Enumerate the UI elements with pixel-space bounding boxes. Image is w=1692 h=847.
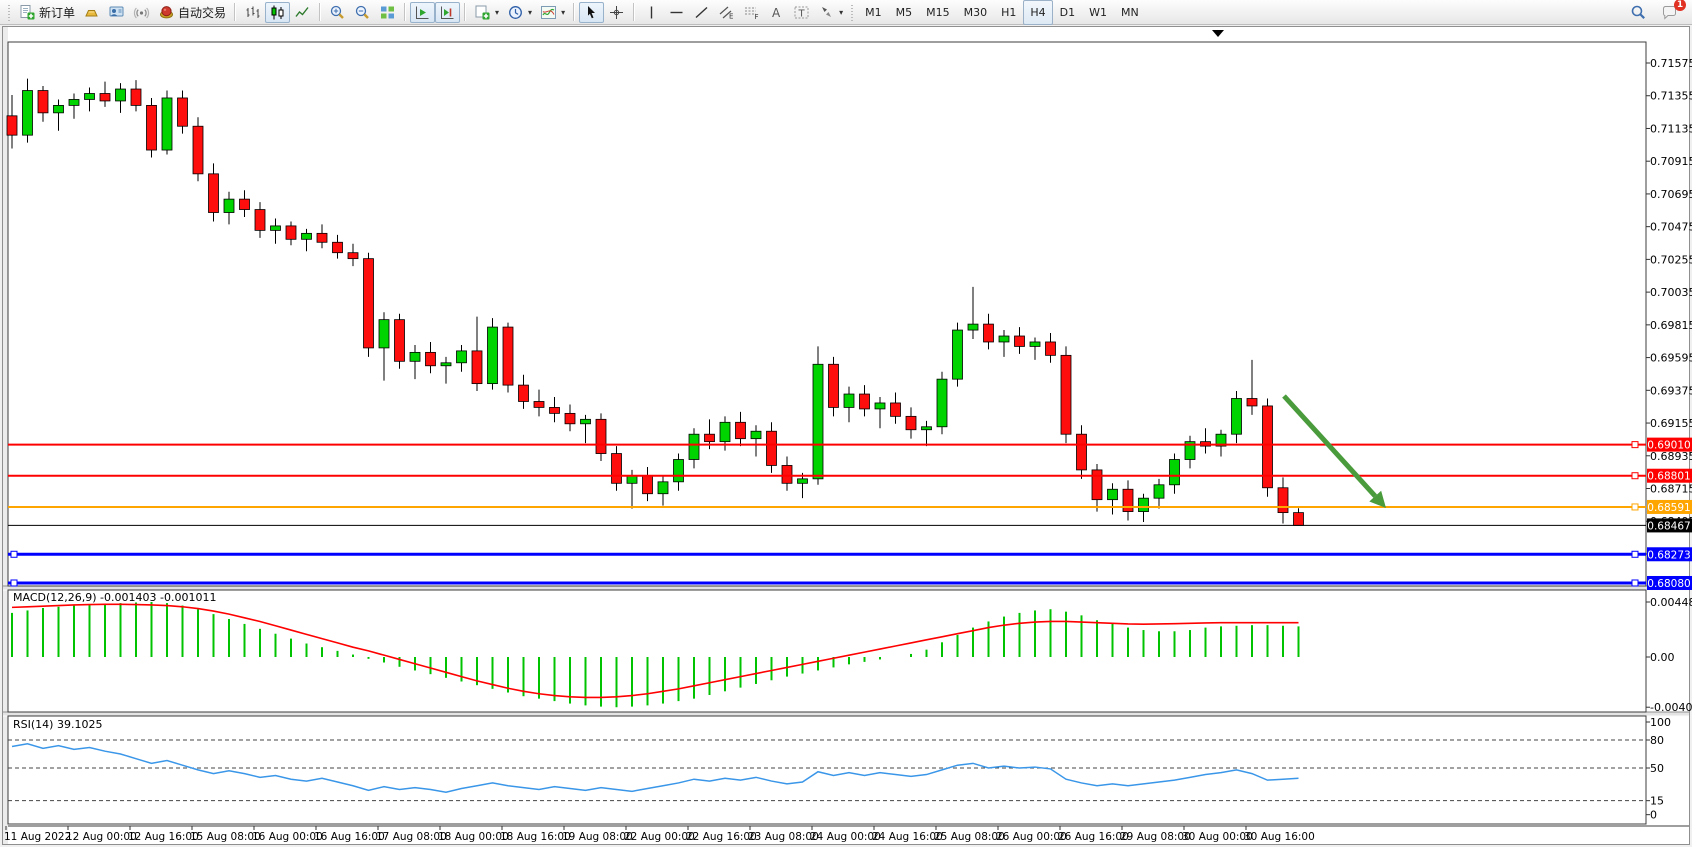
arrows-icon [822,6,832,17]
terminal-button[interactable] [104,2,129,23]
auto-trading-label: 自动交易 [178,5,227,20]
svg-text:A: A [772,6,781,20]
vertical-line-button[interactable] [639,2,664,23]
chart-shift-button[interactable] [435,1,461,23]
svg-text:F: F [755,13,759,21]
separator [404,3,407,21]
line-chart-button[interactable] [290,2,315,23]
separator [633,3,636,21]
trendline-button[interactable] [689,2,714,23]
channel-icon: E [719,6,734,20]
chat-icon [1663,5,1676,20]
dropdown-caret: ▾ [561,7,566,17]
periods-button[interactable]: ▾ [503,2,536,23]
add-window-icon [475,5,490,19]
ingot-icon [85,9,98,16]
auto-trading-button[interactable]: 自动交易 [154,2,230,23]
ingot-button[interactable] [79,2,104,23]
search-button[interactable] [1626,2,1651,23]
dropdown-caret: ▾ [839,7,844,17]
vertical-line-icon [650,6,653,18]
cursor-button[interactable] [579,1,605,23]
tile-windows-icon [381,6,395,18]
horizontal-line-button[interactable] [664,2,689,23]
chart-symbol-period: AUDUSD-,H4 [23,28,94,41]
tile-windows-button[interactable] [375,2,400,23]
terminal-icon [109,6,124,16]
svg-text:E: E [729,12,733,20]
channel-button[interactable]: E [714,2,739,23]
svg-text:T: T [798,8,806,19]
periods-icon [509,5,522,19]
candlestick-chart-icon [271,5,284,19]
indicators-icon [541,5,557,19]
line-chart-icon [295,6,309,17]
new-order-icon [20,4,35,19]
tf-w1-button[interactable]: W1 [1089,5,1107,19]
chart-shift-icon [441,6,454,19]
add-window-button[interactable]: ▾ [470,2,503,23]
one-click-collapse-icon[interactable]: ▼ [11,30,18,39]
fibonacci-icon: F [745,7,759,21]
toolbar-grip[interactable] [7,3,12,21]
tf-mn-button[interactable]: MN [1121,5,1139,19]
separator [573,3,576,21]
new-order-label: 新订单 [39,5,76,20]
separator [464,3,467,21]
signal-icon [133,7,150,18]
dropdown-caret: ▾ [528,7,533,17]
chart-title-bar: ▼ AUDUSD-,H4 0.68553 0.68582 0.68467 0.6… [3,27,1689,42]
new-order-button[interactable]: 新订单 [15,2,79,23]
auto-scroll-icon [416,6,429,19]
zoom-in-icon [330,5,344,19]
auto-scroll-button[interactable] [410,1,436,23]
indicators-button[interactable]: ▾ [536,2,569,23]
separator [234,3,237,21]
chart-window [2,26,1690,845]
toolbar-grip[interactable] [850,3,856,21]
bar-chart-icon [246,6,260,18]
zoom-out-icon [355,5,369,19]
tf-m15-button[interactable]: M15 [926,5,950,19]
text-icon: A [772,6,781,20]
text-label-button[interactable]: T [789,2,814,23]
zoom-in-button[interactable] [325,2,350,23]
tf-h4-button[interactable]: H4 [1023,0,1053,25]
arrows-button[interactable]: ▾ [814,2,847,23]
fibonacci-button[interactable]: F [739,2,764,23]
chat-button[interactable]: 1 [1657,0,1686,23]
text-label-icon: T [794,6,809,19]
zoom-out-button[interactable] [350,2,375,23]
crosshair-icon [610,5,624,19]
tf-m30-button[interactable]: M30 [963,5,988,19]
bar-chart-button[interactable] [240,2,265,23]
tf-m5-button[interactable]: M5 [895,5,913,19]
horizontal-line-icon [670,11,683,13]
dropdown-caret: ▾ [495,7,500,17]
chart-quote-line: 0.68553 0.68582 0.68467 0.68467 [99,28,292,41]
toolbar: 新订单 自动交易 [0,0,1692,25]
cursor-icon [588,5,596,18]
rsi-indicator-label: RSI(14) 39.1025 [13,718,103,731]
notification-badge: 1 [1674,0,1686,11]
text-button[interactable]: A [764,2,789,23]
tf-d1-button[interactable]: D1 [1059,5,1076,19]
tf-m1-button[interactable]: M1 [865,5,882,19]
search-icon [1631,5,1645,19]
signal-button[interactable] [129,2,154,23]
auto-trading-icon [160,5,174,18]
separator [319,3,322,21]
crosshair-button[interactable] [604,2,629,23]
trendline-icon [695,6,708,18]
macd-indicator-label: MACD(12,26,9) -0.001403 -0.001011 [13,591,217,604]
candlestick-chart-button[interactable] [265,1,291,23]
tf-h1-button[interactable]: H1 [1001,5,1017,19]
